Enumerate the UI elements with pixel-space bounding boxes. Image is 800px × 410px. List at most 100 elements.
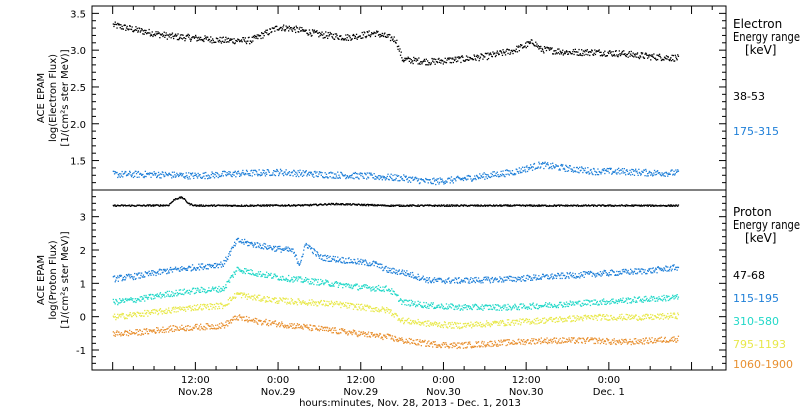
data-point bbox=[331, 36, 333, 38]
data-point bbox=[232, 171, 234, 174]
data-point bbox=[315, 172, 317, 174]
data-point bbox=[345, 258, 347, 260]
data-point bbox=[413, 303, 415, 305]
data-point bbox=[532, 302, 534, 304]
data-point bbox=[393, 179, 395, 182]
data-point bbox=[665, 295, 668, 297]
data-point bbox=[283, 205, 285, 207]
data-point bbox=[344, 174, 346, 176]
data-point bbox=[622, 53, 624, 55]
data-point bbox=[650, 300, 652, 302]
data-point bbox=[321, 280, 323, 283]
data-point bbox=[504, 169, 507, 172]
data-point bbox=[507, 52, 509, 55]
data-point bbox=[173, 35, 175, 37]
data-point bbox=[467, 282, 470, 284]
data-point bbox=[453, 58, 455, 61]
data-point bbox=[587, 273, 589, 275]
data-point bbox=[621, 168, 624, 170]
data-point bbox=[467, 305, 469, 307]
data-point bbox=[164, 268, 166, 271]
data-point bbox=[147, 298, 149, 300]
data-point bbox=[301, 302, 303, 304]
data-point bbox=[595, 303, 597, 305]
data-point bbox=[265, 205, 267, 207]
data-point bbox=[669, 299, 671, 301]
data-point bbox=[151, 311, 153, 314]
data-point bbox=[478, 308, 480, 310]
data-point bbox=[196, 37, 199, 39]
data-point bbox=[552, 205, 554, 207]
data-point bbox=[271, 204, 273, 206]
data-point bbox=[562, 168, 564, 170]
data-point bbox=[291, 299, 294, 301]
data-point bbox=[618, 301, 620, 303]
data-point bbox=[504, 51, 506, 54]
data-point bbox=[433, 307, 435, 310]
data-point bbox=[471, 281, 473, 283]
data-point bbox=[227, 280, 229, 283]
data-point bbox=[201, 287, 203, 289]
data-point bbox=[144, 175, 146, 177]
data-point bbox=[309, 283, 311, 285]
data-point bbox=[200, 36, 202, 39]
data-point bbox=[256, 173, 258, 175]
data-point bbox=[291, 250, 293, 253]
data-point bbox=[648, 300, 651, 302]
data-point bbox=[667, 266, 669, 268]
data-point bbox=[365, 174, 367, 176]
data-point bbox=[541, 304, 543, 307]
data-point bbox=[574, 276, 576, 279]
data-point bbox=[624, 53, 626, 55]
data-point bbox=[391, 177, 393, 180]
data-point bbox=[239, 173, 241, 175]
data-point bbox=[391, 205, 393, 207]
data-point bbox=[316, 284, 318, 286]
data-point bbox=[282, 173, 284, 175]
data-point bbox=[425, 58, 427, 60]
data-point bbox=[179, 197, 182, 199]
data-point bbox=[631, 55, 634, 57]
data-point bbox=[616, 54, 618, 56]
data-point bbox=[244, 296, 246, 298]
data-point bbox=[401, 269, 404, 271]
data-point bbox=[320, 300, 322, 302]
data-point bbox=[670, 60, 673, 62]
data-point bbox=[288, 25, 290, 27]
data-point bbox=[176, 307, 179, 309]
data-point bbox=[130, 175, 133, 178]
data-point bbox=[273, 174, 275, 176]
data-point bbox=[657, 172, 659, 174]
data-point bbox=[522, 279, 524, 281]
data-point bbox=[630, 174, 632, 176]
data-point bbox=[461, 205, 463, 207]
data-point bbox=[325, 260, 327, 262]
data-point bbox=[124, 279, 126, 281]
data-point bbox=[381, 34, 383, 37]
data-point bbox=[395, 177, 397, 179]
data-point bbox=[163, 174, 165, 176]
data-point bbox=[564, 303, 566, 305]
data-point bbox=[542, 162, 544, 165]
data-point bbox=[332, 37, 334, 39]
data-point bbox=[603, 298, 605, 300]
data-point bbox=[395, 293, 397, 296]
data-point bbox=[383, 289, 385, 291]
data-point bbox=[404, 175, 406, 178]
data-point bbox=[168, 172, 170, 174]
data-point bbox=[345, 34, 347, 36]
data-point bbox=[188, 265, 190, 268]
data-point bbox=[552, 162, 554, 164]
data-point bbox=[661, 172, 663, 174]
data-point bbox=[521, 276, 524, 278]
data-point bbox=[500, 170, 502, 173]
data-point bbox=[506, 279, 508, 281]
data-point bbox=[140, 173, 142, 175]
data-point bbox=[356, 176, 358, 178]
data-point bbox=[276, 302, 278, 304]
data-point bbox=[547, 162, 549, 164]
data-point bbox=[672, 173, 674, 175]
data-point bbox=[479, 205, 481, 207]
data-point bbox=[579, 54, 581, 56]
data-point bbox=[673, 298, 675, 300]
